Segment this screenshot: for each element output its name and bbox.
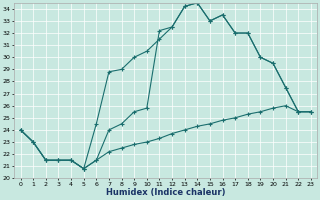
X-axis label: Humidex (Indice chaleur): Humidex (Indice chaleur) [106, 188, 226, 197]
